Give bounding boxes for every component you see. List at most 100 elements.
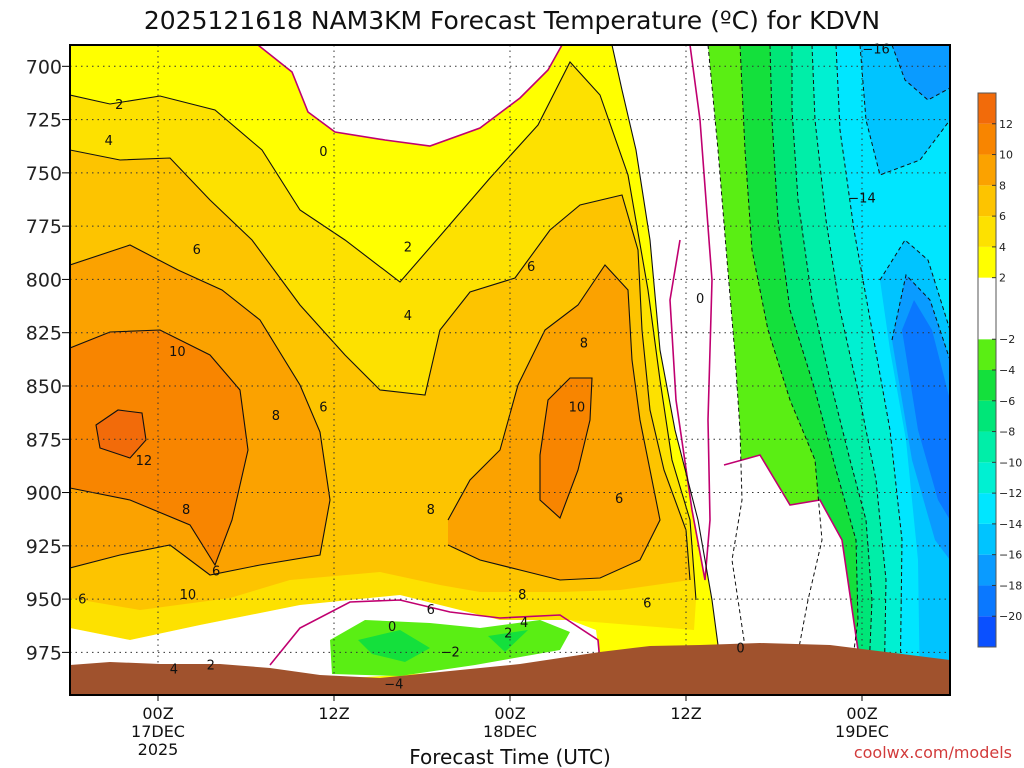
contour-line-zero-wedge <box>669 45 713 581</box>
contour-label: 0 <box>319 145 327 160</box>
credit-text: coolwx.com/models <box>854 743 1012 762</box>
contour-label: 2 <box>207 658 215 673</box>
colorbar-tick-label: 12 <box>999 118 1013 131</box>
colorbar-tick-label: −14 <box>999 518 1022 531</box>
contour-label: 6 <box>193 243 201 258</box>
contour-line-8-right <box>447 264 661 581</box>
contour-line-neg6 <box>769 45 859 695</box>
contour-label: 4 <box>520 616 528 631</box>
contour-label: 0 <box>388 620 396 635</box>
contour-label: −4 <box>384 678 403 693</box>
y-axis: 700 725 750 775 800 825 850 875 900 925 950 975 <box>26 56 70 664</box>
contour-line-neg4 <box>739 45 823 695</box>
contour-label: −16 <box>862 43 889 58</box>
contour-label: 6 <box>643 597 651 612</box>
contour-label: 10 <box>180 588 197 603</box>
contour-label: 6 <box>319 401 327 416</box>
contour-line-neg8 <box>791 45 873 695</box>
terrain <box>70 643 950 695</box>
contour-label: 4 <box>170 663 178 678</box>
grid <box>70 45 950 695</box>
colorbar-swatch <box>978 585 996 617</box>
colorbar-tick-label: −10 <box>999 456 1022 469</box>
contour-label: 8 <box>272 409 280 424</box>
band-cold-neg18-to-neg20 <box>902 300 950 520</box>
contour-line-4 <box>70 61 697 601</box>
y-tick-label: 825 <box>26 323 62 345</box>
colorbar-tick-label: −18 <box>999 579 1022 592</box>
contour-label: −14 <box>848 192 875 207</box>
colorbar-swatch <box>978 339 996 370</box>
contour-line-neg2 <box>707 45 745 695</box>
band-neg4-to-neg6 <box>358 630 528 662</box>
contour-line-zero-upper <box>257 45 563 147</box>
contour-line-neg14 <box>859 45 950 331</box>
contour-label: 0 <box>696 292 704 307</box>
contour-line-neg16 <box>891 45 950 361</box>
contour-line-zero-lower <box>269 599 601 666</box>
x-axis-label: Forecast Time (UTC) <box>409 745 611 768</box>
band-10-to-12 <box>70 330 592 565</box>
y-tick-label: 950 <box>26 589 62 611</box>
colorbar-swatch <box>978 370 996 401</box>
colorbar-tick-label: −12 <box>999 487 1022 500</box>
colorbar-tick-label: 6 <box>999 210 1006 223</box>
contour-label: 2 <box>504 626 512 641</box>
y-tick-label: 900 <box>26 483 62 505</box>
x-tick-year: 2025 <box>138 740 179 759</box>
y-tick-label: 775 <box>26 216 62 238</box>
contour-label: 10 <box>569 401 586 416</box>
y-tick-label: 725 <box>26 110 62 132</box>
colorbar-swatch <box>978 277 996 340</box>
contour-label: −2 <box>441 646 460 661</box>
colorbar-swatch <box>978 523 996 555</box>
colorbar-tick-label: 8 <box>999 179 1006 192</box>
contour-label: 4 <box>105 134 113 149</box>
contour-label: 8 <box>182 503 190 518</box>
contour-line-warm-edge <box>611 45 721 661</box>
contour-label: 4 <box>404 309 412 324</box>
band-12-to-14 <box>96 410 146 458</box>
colorbar-tick-label: −16 <box>999 549 1022 562</box>
y-tick-label: 800 <box>26 269 62 291</box>
contour-line-10 <box>70 329 249 567</box>
plot-fill-layers <box>70 45 950 695</box>
band-near-zero-wedge <box>670 150 712 580</box>
band-near-zero-upper <box>258 45 562 146</box>
colorbar-swatch <box>978 185 996 217</box>
contour-label: 8 <box>427 503 435 518</box>
contour-line-neg12 <box>835 45 903 695</box>
colorbar-tick-label: −20 <box>999 610 1022 623</box>
colorbar-tick-label: 10 <box>999 149 1013 162</box>
y-tick-label: 875 <box>26 429 62 451</box>
colorbar-swatch <box>978 493 996 524</box>
contour-label: 10 <box>169 345 186 360</box>
contour-label: 2 <box>115 98 123 113</box>
contour-line-12 <box>95 409 147 459</box>
colorbar-swatch <box>978 400 996 432</box>
x-tick-label: 00Z <box>494 704 525 723</box>
x-tick-label: 00Z <box>142 704 173 723</box>
contour-label: 6 <box>427 603 435 618</box>
colorbar-swatch <box>978 462 996 494</box>
y-tick-label: 750 <box>26 163 62 185</box>
colorbar-tick-label: −8 <box>999 426 1015 439</box>
y-tick-label: 850 <box>26 376 62 398</box>
x-tick-date: 19DEC <box>835 722 889 741</box>
x-tick-label: 00Z <box>846 704 877 723</box>
contour-line-6 <box>70 149 691 581</box>
contour-label: 6 <box>527 260 535 275</box>
contour-line-10-right <box>539 377 593 519</box>
contour-label: 6 <box>78 592 86 607</box>
x-tick-date: 17DEC <box>131 722 185 741</box>
x-tick-date: 18DEC <box>483 722 537 741</box>
colorbar-swatch <box>978 216 996 247</box>
colorbar-tick-label: −2 <box>999 333 1015 346</box>
contour-label: 2 <box>404 241 412 256</box>
x-tick-label: 12Z <box>318 704 349 723</box>
colorbar-tick-label: −6 <box>999 395 1015 408</box>
colorbar-swatch <box>978 554 996 586</box>
